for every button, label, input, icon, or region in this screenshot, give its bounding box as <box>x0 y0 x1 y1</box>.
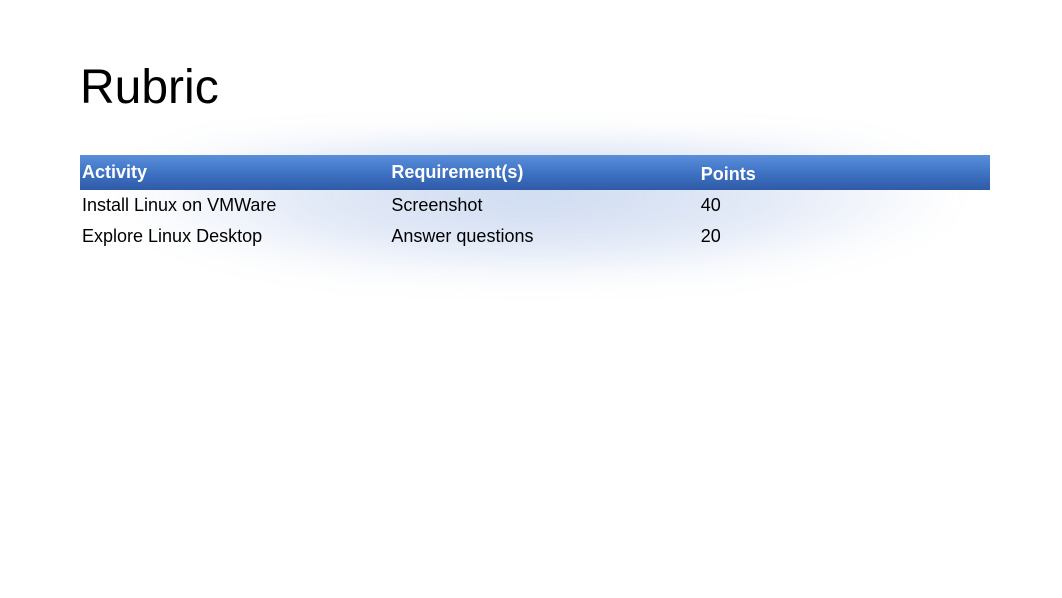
table-row: Explore Linux Desktop Answer questions 2… <box>80 221 990 252</box>
cell-activity: Install Linux on VMWare <box>80 190 389 221</box>
col-header-requirement: Requirement(s) <box>389 155 698 190</box>
cell-requirement: Answer questions <box>389 221 698 252</box>
rubric-table-wrap: Activity Requirement(s) Points Install L… <box>80 155 990 252</box>
rubric-table: Activity Requirement(s) Points Install L… <box>80 155 990 252</box>
slide: Rubric Activity Requirement(s) Points In… <box>0 0 1062 598</box>
table-row: Install Linux on VMWare Screenshot 40 <box>80 190 990 221</box>
cell-points: 20 <box>699 221 990 252</box>
col-header-activity: Activity <box>80 155 389 190</box>
cell-activity: Explore Linux Desktop <box>80 221 389 252</box>
cell-points: 40 <box>699 190 990 221</box>
cell-requirement: Screenshot <box>389 190 698 221</box>
table-header-row: Activity Requirement(s) Points <box>80 155 990 190</box>
col-header-points: Points <box>699 155 990 190</box>
page-title: Rubric <box>80 60 982 115</box>
